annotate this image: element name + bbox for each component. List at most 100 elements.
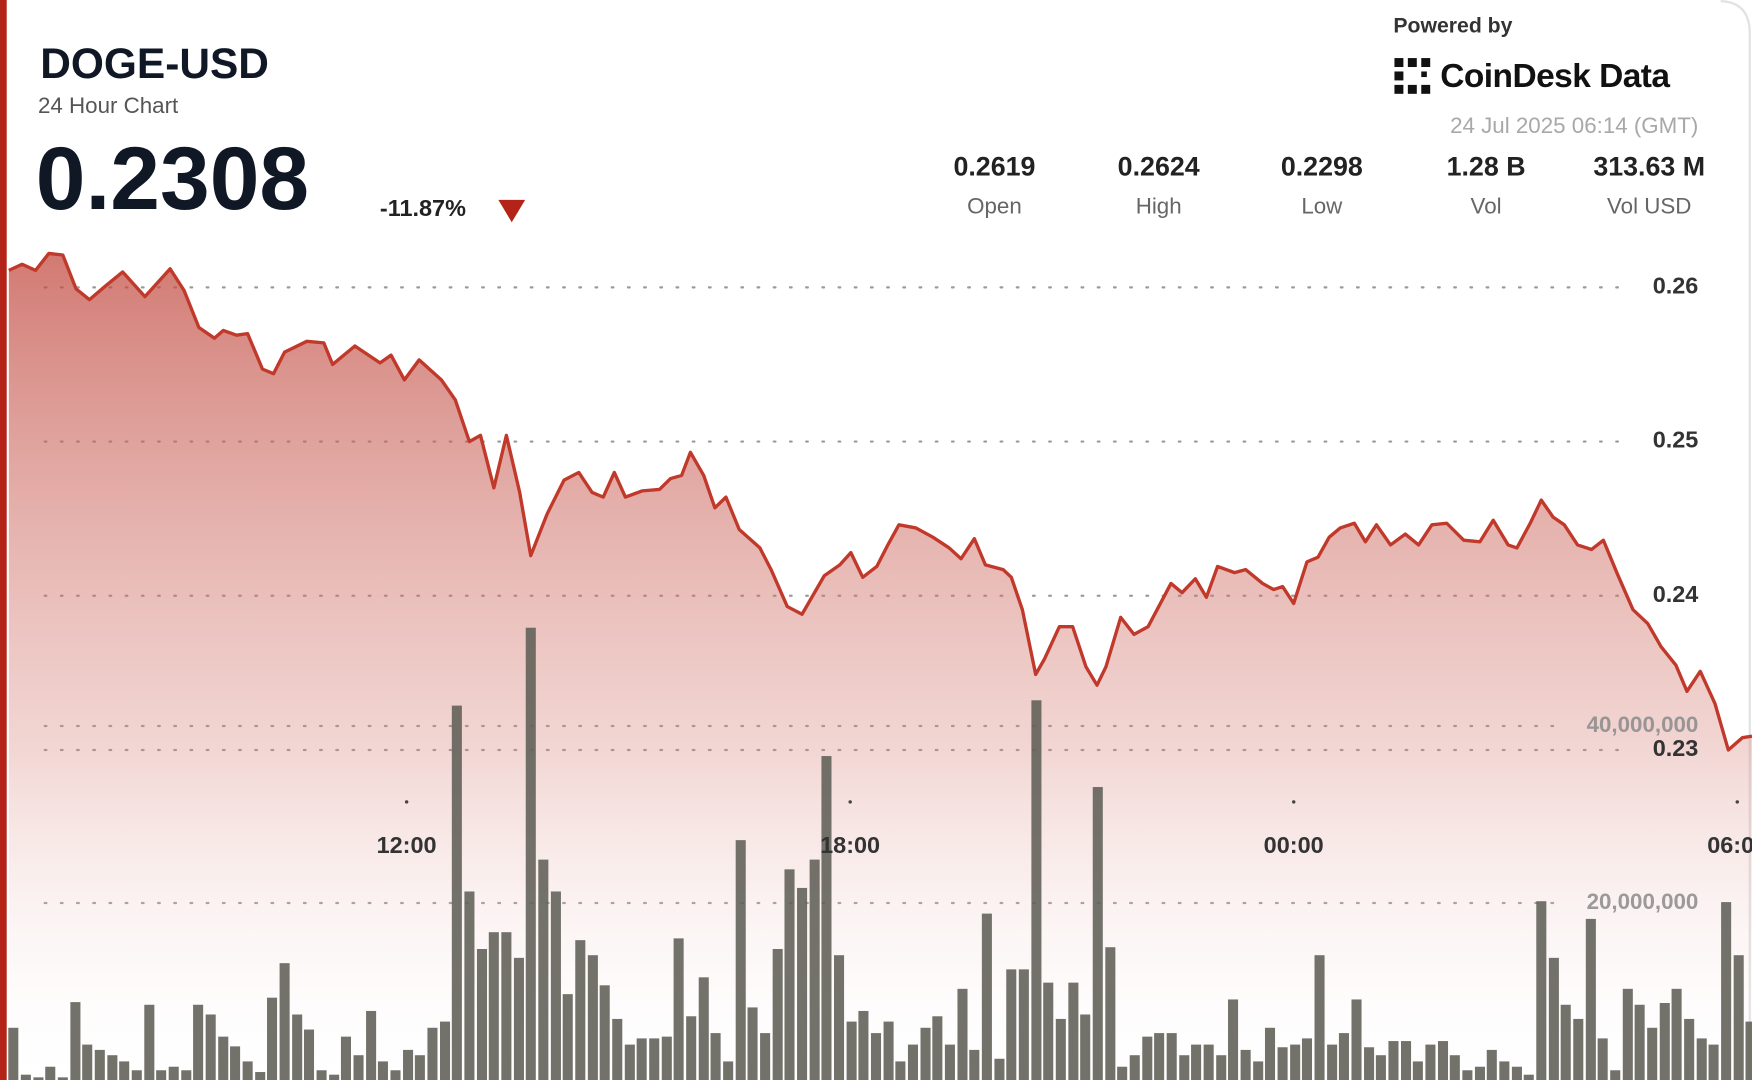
volume-bar xyxy=(1536,901,1547,1080)
y-tick-label: 0.24 xyxy=(1653,581,1699,607)
volume-bar xyxy=(562,994,573,1080)
volume-bar xyxy=(8,1027,19,1080)
volume-bar xyxy=(698,977,709,1080)
volume-bar xyxy=(1264,1027,1276,1080)
volume-bar xyxy=(1412,1061,1423,1080)
stat-value: 0.2624 xyxy=(1118,152,1200,182)
volume-bar xyxy=(242,1061,253,1080)
volume-bar xyxy=(1068,982,1079,1080)
volume-bar xyxy=(439,1021,451,1080)
volume-bar xyxy=(107,1055,118,1080)
volume-bar xyxy=(1129,1055,1140,1080)
volume-bar xyxy=(1179,1055,1190,1080)
volume-bar xyxy=(1142,1036,1153,1080)
volume-bar xyxy=(821,756,832,1080)
volume-bar xyxy=(1401,1041,1412,1080)
volume-bar xyxy=(119,1061,130,1080)
volume-bar xyxy=(329,1074,340,1080)
volume-bar xyxy=(870,1033,882,1080)
volume-bar xyxy=(1277,1047,1288,1080)
volume-bar xyxy=(488,932,499,1080)
volume-bar xyxy=(316,1070,327,1080)
volume-bar xyxy=(957,988,968,1080)
price-change: -11.87% xyxy=(380,195,466,221)
volume-bar xyxy=(205,1014,216,1080)
y2-tick-label: 20,000,000 xyxy=(1587,889,1699,914)
volume-bar xyxy=(1610,1070,1621,1080)
volume-bar xyxy=(1301,1038,1313,1080)
volume-bar xyxy=(1290,1044,1301,1080)
volume-bar xyxy=(1216,1055,1227,1080)
volume-bar xyxy=(1745,1021,1752,1080)
volume-bar xyxy=(1462,1070,1473,1080)
volume-bar xyxy=(292,1014,303,1080)
volume-bar xyxy=(168,1066,179,1080)
volume-bar xyxy=(1696,1038,1707,1080)
volume-bar xyxy=(464,891,475,1080)
volume-bar xyxy=(636,1038,647,1080)
volume-bar xyxy=(1708,1044,1719,1080)
stat-label: Vol USD xyxy=(1607,194,1691,219)
volume-bar xyxy=(193,1004,204,1080)
volume-bar xyxy=(1018,969,1029,1080)
volume-bar xyxy=(1043,982,1054,1080)
x-tick-label: 12:00 xyxy=(377,832,437,858)
stat-label: Low xyxy=(1301,194,1343,219)
volume-bar xyxy=(366,1010,377,1080)
volume-bar xyxy=(1055,1018,1066,1080)
volume-bar xyxy=(1228,999,1239,1080)
volume-bar xyxy=(70,1002,81,1080)
volume-bar xyxy=(1671,988,1682,1080)
volume-bar xyxy=(390,1070,401,1080)
volume-bar xyxy=(403,1049,414,1080)
volume-bar xyxy=(1375,1055,1386,1080)
volume-bar xyxy=(1634,1004,1645,1080)
volume-bar xyxy=(1338,1033,1349,1080)
brand-logo xyxy=(1394,58,1431,94)
stat-value: 1.28 B xyxy=(1447,152,1526,182)
stat-value: 0.2298 xyxy=(1281,152,1363,182)
volume-bar xyxy=(1117,1066,1128,1080)
x-tick-label: 00:00 xyxy=(1264,832,1324,858)
price-area xyxy=(8,253,1752,1080)
volume-bar xyxy=(501,932,512,1080)
volume-bar xyxy=(1327,1044,1338,1080)
volume-bar xyxy=(550,891,561,1080)
y2-tick-label: 40,000,000 xyxy=(1587,712,1699,737)
volume-bar xyxy=(981,913,992,1080)
stats: 0.2619 Open 0.2624 High 0.2298 Low 1.28 B Vol 31… xyxy=(953,152,1705,219)
volume-bar xyxy=(1388,1041,1399,1080)
volume-bar xyxy=(747,1007,758,1080)
volume-bar xyxy=(414,1055,425,1080)
volume-bar xyxy=(686,1016,697,1080)
volume-bar xyxy=(1253,1061,1264,1080)
volume-bar xyxy=(1548,957,1559,1080)
plot-area xyxy=(8,251,1752,1080)
volume-bar xyxy=(1585,918,1596,1080)
volume-bar xyxy=(1721,902,1732,1080)
volume-bar xyxy=(1474,1066,1485,1080)
volume-bar xyxy=(735,840,746,1080)
volume-bar xyxy=(1597,1038,1608,1080)
volume-bar xyxy=(82,1044,93,1080)
volume-bar xyxy=(94,1049,105,1080)
accent-stripe xyxy=(0,0,7,1080)
volume-bar xyxy=(920,1027,931,1080)
volume-bar xyxy=(944,1044,955,1080)
volume-bar xyxy=(784,869,795,1080)
stat-label: Open xyxy=(967,194,1022,219)
volume-bar xyxy=(834,955,845,1080)
volume-bar xyxy=(131,1070,142,1080)
volume-bar xyxy=(1080,1014,1091,1080)
volume-bar xyxy=(1437,1041,1449,1080)
stat-label: High xyxy=(1136,194,1182,219)
volume-bar xyxy=(575,940,586,1080)
volume-bar xyxy=(1511,1066,1522,1080)
volume-bar xyxy=(1449,1055,1460,1080)
subtitle: 24 Hour Chart xyxy=(38,93,179,118)
volume-bar xyxy=(883,1021,894,1080)
volume-bar xyxy=(673,938,684,1080)
volume-bar xyxy=(1622,988,1633,1080)
